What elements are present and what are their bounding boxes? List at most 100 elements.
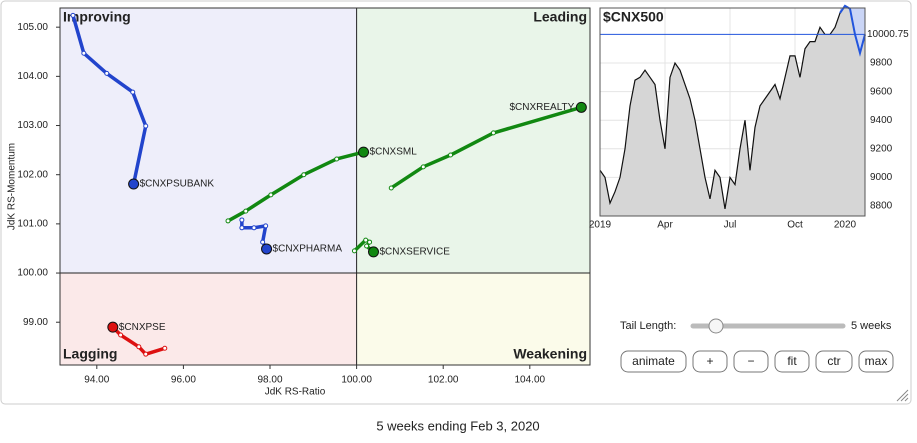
series-label: $CNXPSUBANK (140, 179, 215, 190)
x-tick-label: Jul (724, 220, 737, 231)
y-tick-label: 102.00 (17, 169, 48, 180)
tail-point (136, 344, 142, 350)
tail-point (334, 156, 340, 162)
x-tick-label: 100.00 (341, 375, 372, 386)
tail-point (239, 217, 245, 223)
plot-frame (59, 7, 591, 366)
button[interactable] (620, 350, 687, 373)
button-label[interactable]: animate (632, 354, 675, 368)
tail-point (239, 225, 245, 231)
tail-point (118, 332, 124, 338)
button[interactable] (733, 350, 769, 373)
series-label: $CNXSML (370, 147, 418, 158)
last-value-label: 10000.75 (867, 29, 909, 40)
price-area (600, 5, 865, 217)
quadrant (60, 8, 357, 274)
tail-point (243, 208, 249, 214)
y-tick-label: 101.00 (17, 219, 48, 230)
y-tick-label: 9200 (870, 143, 893, 154)
series-label: $CNXPSE (119, 322, 166, 333)
tail-point (70, 12, 76, 18)
head-point (358, 146, 370, 158)
series-label: $CNXSERVICE (379, 247, 450, 258)
button[interactable] (774, 350, 810, 373)
head-point (128, 178, 140, 190)
quadrant-label: Improving (63, 9, 131, 25)
y-axis-label: JdK RS-Momentum (7, 143, 18, 230)
tail-point (130, 89, 136, 95)
caption: 5 weeks ending Feb 3, 2020 (376, 418, 539, 433)
price-frame (599, 7, 866, 217)
y-tick-label: 9400 (870, 115, 893, 126)
price-line (599, 5, 866, 209)
quadrant (356, 8, 590, 274)
tail-point (81, 50, 87, 56)
x-tick-label: 2019 (589, 220, 612, 231)
x-tick-label: 2020 (834, 220, 857, 231)
x-axis-label: JdK RS-Ratio (265, 387, 326, 398)
tail-point (143, 351, 149, 357)
head-point (107, 321, 119, 333)
x-tick-label: 94.00 (84, 375, 109, 386)
quadrant-label: Weakening (513, 346, 587, 362)
tail-point (301, 172, 307, 178)
tail-point (225, 218, 231, 224)
tail-point (448, 152, 454, 158)
x-tick-label: 104.00 (515, 375, 546, 386)
button-label[interactable]: − (747, 354, 754, 368)
tail-point (263, 223, 269, 229)
price-title: $CNX500 (603, 9, 664, 25)
tail-point (162, 345, 168, 351)
tail-point (490, 130, 496, 136)
tail-point (367, 239, 373, 245)
tail-point (420, 164, 426, 170)
tail-point (104, 70, 110, 76)
tail-point (388, 185, 394, 191)
button-label[interactable]: fit (787, 354, 797, 368)
y-tick-label: 9800 (870, 58, 893, 69)
head-point (575, 101, 587, 113)
y-tick-label: 99.00 (23, 317, 48, 328)
y-tick-label: 9000 (870, 172, 893, 183)
tail-point (251, 225, 257, 231)
y-tick-label: 8800 (870, 201, 893, 212)
tail-length-label: Tail Length: (620, 320, 676, 332)
slider-knob[interactable] (708, 318, 724, 334)
tail-point (351, 248, 357, 254)
quadrant (60, 273, 357, 365)
y-tick-label: 100.00 (17, 268, 48, 279)
button[interactable] (815, 350, 853, 373)
price-tail-line (839, 4, 866, 57)
quadrant-label: Lagging (63, 346, 117, 362)
resize-grip (896, 389, 909, 402)
series-label: $CNXREALTY (509, 102, 574, 113)
series-label: $CNXPHARMA (273, 244, 343, 255)
button[interactable] (692, 350, 728, 373)
button-label[interactable]: max (865, 354, 888, 368)
button-label[interactable]: ctr (827, 354, 840, 368)
quadrant-label: Leading (533, 9, 587, 25)
tail-point (260, 239, 266, 245)
tail-length-value: 5 weeks (851, 320, 892, 332)
head-point (367, 246, 379, 258)
tail (71, 13, 148, 186)
y-tick-label: 103.00 (17, 120, 48, 131)
tail (226, 150, 366, 223)
tail-point (143, 123, 149, 129)
x-tick-label: 96.00 (171, 375, 196, 386)
y-tick-label: 104.00 (17, 71, 48, 82)
x-tick-label: 102.00 (428, 375, 459, 386)
tail-point (364, 243, 370, 249)
tail-point (268, 192, 274, 198)
x-tick-label: Oct (787, 220, 803, 231)
button[interactable] (858, 350, 894, 373)
y-tick-label: 9600 (870, 86, 893, 97)
head-point (261, 243, 273, 255)
x-tick-label: Apr (657, 220, 673, 231)
button-label[interactable]: + (706, 354, 713, 368)
tail-point (363, 237, 369, 243)
quadrant (356, 273, 590, 365)
y-tick-label: 105.00 (17, 22, 48, 33)
x-tick-label: 98.00 (257, 375, 282, 386)
